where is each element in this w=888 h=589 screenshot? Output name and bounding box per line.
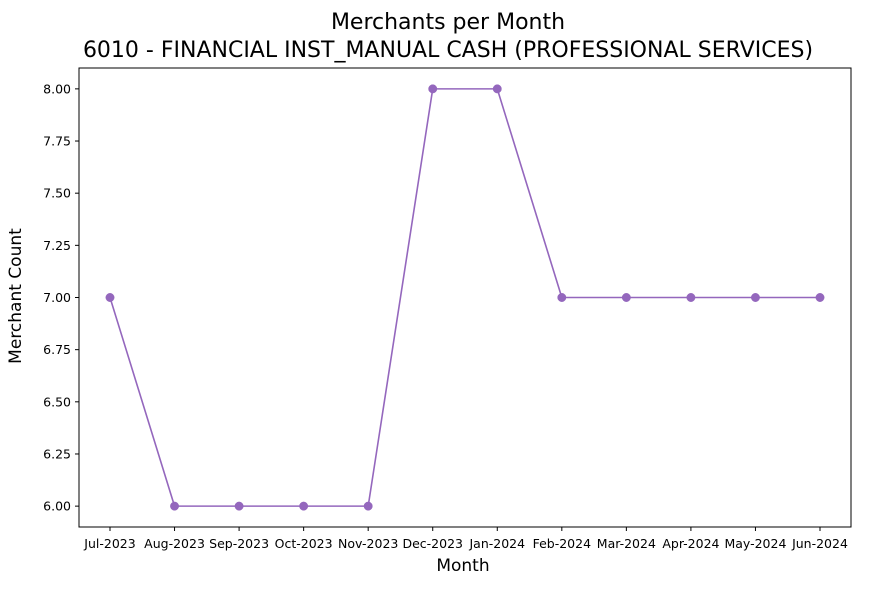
x-tick-label: Jul-2023 <box>83 536 135 551</box>
y-tick-label: 6.50 <box>43 394 71 409</box>
x-tick-label: Mar-2024 <box>597 536 656 551</box>
x-tick-label: Aug-2023 <box>144 536 205 551</box>
x-tick-label: Nov-2023 <box>338 536 398 551</box>
x-tick-label: Sep-2023 <box>209 536 269 551</box>
y-tick-label: 7.50 <box>43 186 71 201</box>
x-tick-label: Jan-2024 <box>468 536 525 551</box>
plot-area: 6.00 6.25 6.50 6.75 7.00 7.25 7.50 7.75 8.00 Jul-… <box>43 67 852 551</box>
data-point <box>557 293 567 302</box>
chart-title-line-2: 6010 - FINANCIAL INST_MANUAL CASH (PROFE… <box>83 38 813 63</box>
y-tick-label: 7.00 <box>43 290 71 305</box>
data-point <box>363 501 373 511</box>
y-tick-label: 7.75 <box>43 134 71 149</box>
data-point <box>686 293 696 302</box>
y-tick-label: 6.00 <box>43 499 71 514</box>
chart-title-line-1: Merchants per Month <box>331 10 565 35</box>
data-point <box>234 501 244 511</box>
series-line <box>109 88 820 507</box>
data-point <box>299 501 309 511</box>
data-point <box>815 293 825 302</box>
x-tick-label: Dec-2023 <box>402 536 463 551</box>
x-axis-label: Month <box>436 556 489 576</box>
data-point <box>492 84 502 94</box>
y-tick-label: 8.00 <box>43 81 71 96</box>
x-tick-label: Apr-2024 <box>662 536 719 551</box>
x-tick-label: Oct-2023 <box>275 536 333 551</box>
x-tick-label: Feb-2024 <box>533 536 592 551</box>
data-point <box>621 293 631 302</box>
x-tick-label: Jun-2024 <box>791 536 848 551</box>
data-point <box>428 84 438 94</box>
x-tick-label: May-2024 <box>724 536 786 551</box>
data-point <box>105 293 115 302</box>
y-tick-label: 6.75 <box>43 342 71 357</box>
data-point <box>751 293 760 302</box>
y-axis-label: Merchant Count <box>6 228 26 364</box>
y-tick-label: 6.25 <box>43 446 71 461</box>
data-point <box>170 501 179 511</box>
y-tick-label: 7.25 <box>43 238 71 253</box>
